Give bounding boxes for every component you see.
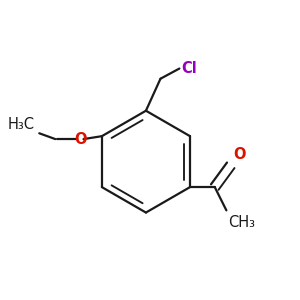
Text: CH₃: CH₃: [228, 215, 255, 230]
Text: O: O: [74, 132, 86, 147]
Text: Cl: Cl: [181, 61, 197, 76]
Text: O: O: [233, 147, 246, 162]
Text: H₃C: H₃C: [8, 117, 35, 132]
